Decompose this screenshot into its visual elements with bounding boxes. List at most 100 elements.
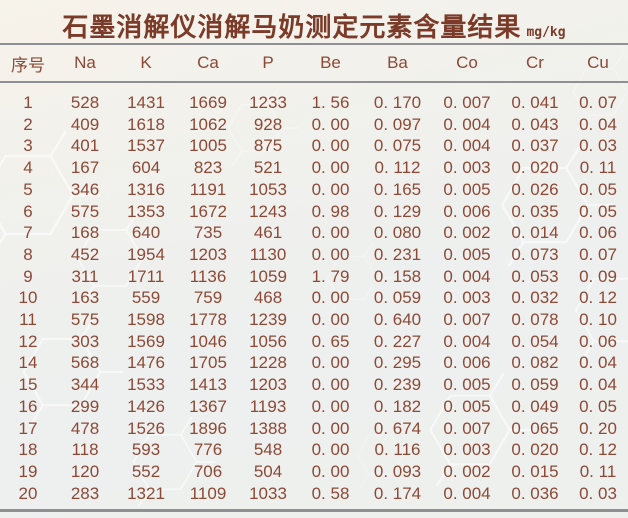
table-cell: 0. 093 <box>373 461 422 481</box>
table-cell: 1321 <box>127 483 165 503</box>
table-cell: 0. 004 <box>443 114 491 134</box>
table-cell: 0. 004 <box>443 266 491 286</box>
table-cell: 0. 036 <box>511 483 559 503</box>
table-cell: 0. 06 <box>579 223 617 243</box>
table-cell: 0. 04 <box>579 375 617 395</box>
table-cell: 11 <box>19 310 37 330</box>
table-cell: 0. 037 <box>511 136 559 156</box>
table-cell: 0. 00 <box>311 244 350 264</box>
table-cell: 0. 005 <box>443 179 491 199</box>
table-cell: 1056 <box>249 331 287 351</box>
table-cell: 12 <box>18 331 38 351</box>
table-cell: 1316 <box>127 179 165 199</box>
table-cell: 1672 <box>189 201 227 221</box>
table-row: 11 575 1598 1778 1239 0. 00 0. 640 0. 007 0. 078… <box>0 309 628 331</box>
table-cell: 0. 239 <box>373 375 422 395</box>
table-cell: 1191 <box>189 179 227 199</box>
table-cell: 16 <box>18 396 38 416</box>
table-cell: 0. 04 <box>579 114 617 134</box>
table-cell: 299 <box>70 396 100 416</box>
table-cell: 0. 059 <box>373 288 422 308</box>
table-cell: 0. 075 <box>373 136 422 156</box>
table-cell: 1046 <box>189 331 227 351</box>
table-cell: 559 <box>131 288 161 308</box>
table-cell: 0. 073 <box>511 244 559 264</box>
table-cell: 928 <box>253 114 283 134</box>
table-cell: 735 <box>193 223 223 243</box>
table-cell: 344 <box>70 375 100 395</box>
table-cell: 15 <box>18 375 38 395</box>
table-cell: 0. 020 <box>511 158 559 178</box>
column-header: Na <box>56 43 114 83</box>
table-body: 1 528 1431 1669 1233 1. 56 0. 170 0. 007 0. 041 0… <box>0 82 628 511</box>
table-cell: 1618 <box>127 114 165 134</box>
table-cell: 409 <box>70 114 100 134</box>
table-cell: 1431 <box>127 93 165 112</box>
results-table: 序号 Na K Ca P Be Ba Co Cr Cu 1 528 1431 1669 1233 1. 56… <box>0 43 628 513</box>
table-row: 19 120 552 706 504 0. 00 0. 093 0. 002 0. 015 0. … <box>0 461 628 483</box>
table-cell: 1388 <box>249 418 287 438</box>
table-cell: 0. 170 <box>373 93 422 112</box>
table-cell: 504 <box>253 461 283 481</box>
table-cell: 0. 640 <box>373 310 422 330</box>
table-cell: 0. 097 <box>373 114 422 134</box>
column-header: Cr <box>502 43 568 83</box>
table-cell: 0. 032 <box>511 288 559 308</box>
table-cell: 0. 005 <box>443 244 491 264</box>
table-cell: 1130 <box>249 244 287 264</box>
table-cell: 0. 03 <box>579 136 617 156</box>
table-cell: 311 <box>71 266 99 286</box>
table-cell: 0. 002 <box>443 223 491 243</box>
table-cell: 19 <box>18 461 38 481</box>
table-cell: 303 <box>70 331 100 351</box>
table-cell: 1053 <box>249 179 287 199</box>
table-row: 9 311 1711 1136 1059 1. 79 0. 158 0. 004 0. 053 0… <box>0 266 628 288</box>
table-cell: 0. 116 <box>374 440 421 460</box>
table-cell: 1228 <box>249 353 287 373</box>
table-cell: 0. 231 <box>373 244 422 264</box>
table-cell: 1705 <box>189 353 227 373</box>
table-cell: 1. 56 <box>311 93 350 112</box>
table-cell: 5 <box>23 179 33 199</box>
table-cell: 0. 026 <box>511 179 559 199</box>
table-row: 16 299 1426 1367 1193 0. 00 0. 182 0. 005 0. 049… <box>0 396 628 418</box>
table-cell: 1203 <box>189 244 227 264</box>
table-cell: 0. 11 <box>579 461 617 481</box>
table-cell: 1033 <box>249 483 287 503</box>
table-cell: 552 <box>131 461 161 481</box>
table-cell: 0. 005 <box>443 396 491 416</box>
table-cell: 0. 295 <box>373 353 422 373</box>
table-cell: 0. 059 <box>511 375 559 395</box>
table-row: 4 167 604 823 521 0. 00 0. 112 0. 003 0. 020 0. 1… <box>0 157 628 179</box>
table-cell: 18 <box>18 440 38 460</box>
column-header: Ba <box>363 43 432 83</box>
table-cell: 0. 00 <box>311 114 350 134</box>
table-cell: 1711 <box>127 266 165 286</box>
table-cell: 0. 12 <box>579 440 617 460</box>
table-cell: 1005 <box>189 136 227 156</box>
table-cell: 0. 005 <box>443 375 491 395</box>
table-cell: 0. 11 <box>579 158 617 178</box>
table-cell: 0. 049 <box>511 396 559 416</box>
table-cell: 521 <box>253 158 283 178</box>
table-cell: 14 <box>18 353 38 373</box>
table-cell: 1243 <box>249 201 287 221</box>
table-row: 12 303 1569 1046 1056 0. 65 0. 227 0. 004 0. 054… <box>0 331 628 353</box>
table-cell: 0. 043 <box>511 114 559 134</box>
table-cell: 0. 014 <box>511 223 559 243</box>
table-cell: 604 <box>131 158 161 178</box>
table-cell: 0. 165 <box>373 179 422 199</box>
table-cell: 0. 00 <box>311 440 350 460</box>
table-cell: 0. 007 <box>443 93 491 112</box>
table-cell: 1954 <box>127 244 165 264</box>
table-cell: 10 <box>18 288 38 308</box>
table-cell: 0. 03 <box>579 483 617 503</box>
table-cell: 0. 158 <box>373 266 422 286</box>
table-cell: 1136 <box>189 266 227 286</box>
table-row: 20 283 1321 1109 1033 0. 58 0. 174 0. 004 0. 036… <box>0 483 628 511</box>
table-cell: 0. 98 <box>311 201 350 221</box>
table-cell: 0. 12 <box>579 288 617 308</box>
table-cell: 478 <box>70 418 100 438</box>
table-cell: 593 <box>131 440 161 460</box>
table-cell: 1059 <box>249 266 287 286</box>
